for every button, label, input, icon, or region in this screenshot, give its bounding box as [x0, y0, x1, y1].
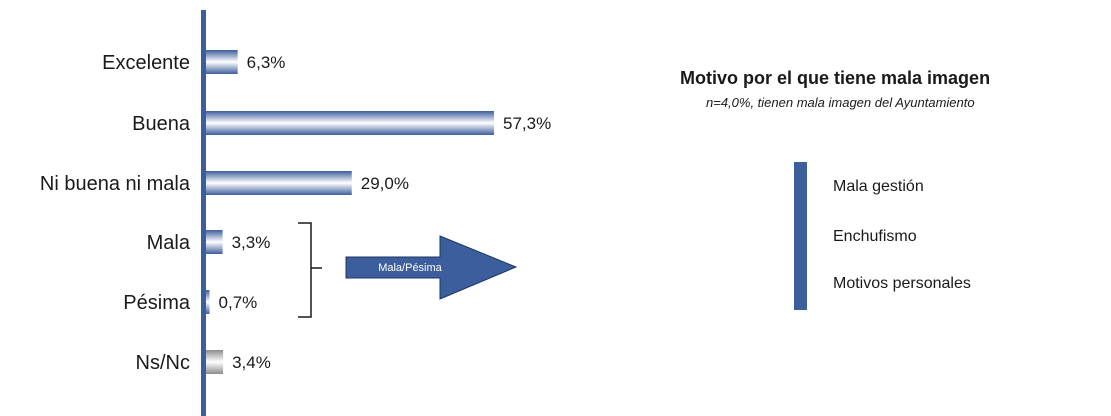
- value-label-ni-buena-ni-mala: 29,0%: [361, 174, 409, 193]
- bar-excelente: [206, 50, 238, 74]
- category-label-excelente: Excelente: [102, 52, 190, 74]
- reason-mala-gestion: Mala gestión: [833, 178, 924, 195]
- bar-mala: [206, 230, 223, 254]
- value-label-ns-nc: 3,4%: [232, 353, 271, 372]
- category-label-pesima: Pésima: [123, 292, 191, 314]
- bar-ni-buena-ni-mala: [206, 171, 352, 195]
- category-label-ni-buena-ni-mala: Ni buena ni mala: [40, 173, 191, 195]
- category-label-ns-nc: Ns/Nc: [136, 352, 190, 374]
- bar-buena: [206, 111, 494, 135]
- mala-pesima-bracket: [298, 222, 322, 318]
- side-panel-subtitle: n=4,0%, tienen mala imagen del Ayuntamie…: [706, 95, 975, 110]
- bar-ns-nc: [206, 350, 224, 374]
- reasons-bar: [794, 162, 807, 310]
- reason-enchufismo: Enchufismo: [833, 228, 917, 245]
- value-label-pesima: 0,7%: [219, 293, 258, 312]
- y-axis-line: [201, 10, 206, 416]
- side-panel-title: Motivo por el que tiene mala imagen: [680, 68, 991, 88]
- reason-motivos-personales: Motivos personales: [833, 275, 971, 292]
- mala-pesima-arrow: [345, 235, 518, 300]
- mala-pesima-arrow-label: Mala/Pésima: [378, 262, 442, 274]
- category-label-mala: Mala: [147, 232, 191, 254]
- value-label-buena: 57,3%: [503, 114, 551, 133]
- bar-pesima: [206, 290, 210, 314]
- category-label-buena: Buena: [132, 113, 191, 135]
- value-label-excelente: 6,3%: [247, 53, 286, 72]
- value-label-mala: 3,3%: [232, 233, 271, 252]
- bar-chart: Excelente 6,3% Buena 57,3% Ni buena ni mala 2…: [40, 10, 551, 416]
